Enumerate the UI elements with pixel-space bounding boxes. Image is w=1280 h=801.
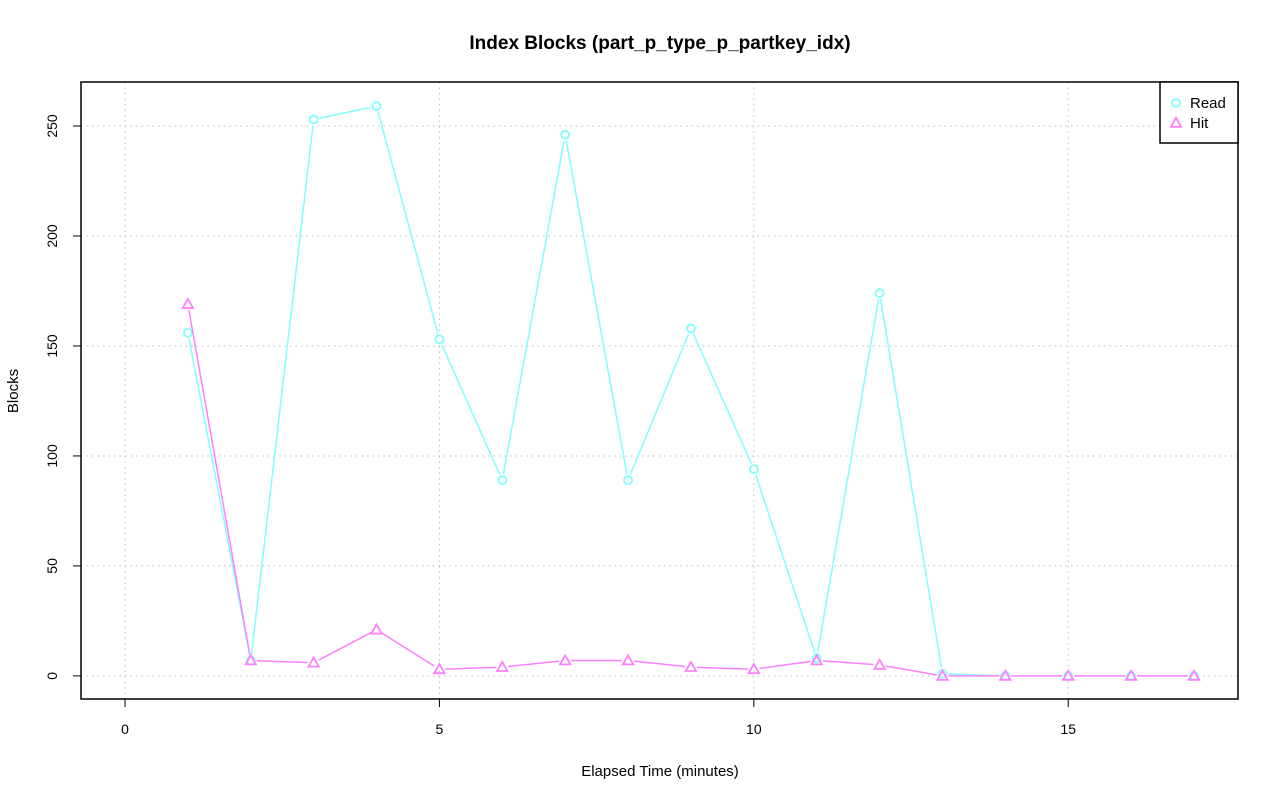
series-read-point — [686, 323, 696, 334]
series-hit-point — [1061, 668, 1075, 681]
series-read-segment — [188, 338, 251, 655]
y-axis-label: Blocks — [5, 369, 22, 413]
legend: Read Hit — [1159, 81, 1239, 144]
series-hit-point — [495, 660, 510, 672]
legend-marker-hit — [1169, 115, 1183, 128]
series-hit-point — [684, 660, 698, 672]
series-hit-segment — [381, 632, 435, 667]
x-axis-label: Elapsed Time (minutes) — [581, 763, 739, 780]
series-read-segment — [502, 140, 565, 475]
series-hit-point — [747, 662, 761, 675]
series-read-point — [434, 334, 445, 345]
series-hit-point — [306, 655, 321, 668]
series-hit — [181, 297, 1201, 681]
series-hit-segment — [696, 666, 748, 670]
x-tick-label: 5 — [436, 721, 444, 737]
legend-label-read: Read — [1190, 95, 1226, 112]
series-hit-point — [935, 668, 950, 681]
legend-marker-read — [1171, 98, 1181, 108]
series-read-segment — [755, 474, 816, 653]
series-hit-segment — [188, 309, 251, 655]
series-read-segment — [816, 298, 880, 653]
x-tick-label: 10 — [746, 721, 762, 737]
series-read-segment — [879, 298, 943, 668]
series-read-segment — [377, 111, 439, 334]
series-read-point — [497, 475, 508, 486]
series-read-point — [874, 288, 885, 299]
series-read-point — [560, 129, 571, 140]
series-read-segment — [692, 333, 753, 464]
series-hit-point — [432, 662, 447, 675]
series-hit-point — [998, 668, 1013, 681]
series-read-point — [371, 101, 382, 112]
y-tick-label: 150 — [44, 334, 60, 358]
series-hit-segment — [885, 665, 937, 676]
legend-box — [1159, 81, 1239, 144]
series-hit-point — [621, 653, 635, 666]
series-hit-segment — [318, 631, 372, 661]
series-hit-segment — [633, 660, 686, 668]
series-hit-segment — [445, 666, 497, 670]
series-read-segment — [319, 106, 371, 119]
series-hit-segment — [508, 660, 560, 668]
series-hit-point — [1124, 668, 1138, 681]
series-layer — [181, 101, 1201, 681]
chart-title: Index Blocks (part_p_type_p_partkey_idx) — [469, 33, 850, 54]
series-read-segment — [629, 333, 690, 475]
series-read-point — [308, 114, 319, 125]
grid — [81, 82, 1238, 699]
plot-frame — [80, 81, 1239, 700]
y-tick-label: 250 — [44, 114, 60, 138]
series-read-point — [623, 475, 633, 486]
series-read-point — [182, 327, 193, 338]
series-read-segment — [250, 125, 314, 655]
series-hit-segment — [759, 660, 811, 670]
series-hit-point — [181, 297, 195, 309]
legend-label-hit: Hit — [1190, 115, 1209, 132]
y-tick-label: 0 — [44, 672, 60, 680]
series-hit-point — [369, 622, 384, 635]
series-hit-point — [1187, 668, 1201, 681]
series-hit-point — [558, 653, 572, 666]
series-read — [182, 101, 1199, 681]
y-tick-label: 200 — [44, 224, 60, 248]
series-read-point — [748, 464, 759, 475]
series-hit-segment — [256, 659, 308, 664]
series-hit-point — [244, 653, 258, 666]
x-tick-label: 15 — [1060, 721, 1076, 737]
y-tick-label: 50 — [44, 558, 60, 574]
x-tick-label: 0 — [121, 721, 129, 737]
series-hit-point — [809, 653, 824, 666]
series-hit-point — [872, 657, 887, 670]
series-read-segment — [441, 344, 501, 475]
series-read-segment — [565, 140, 628, 475]
y-tick-label: 100 — [44, 444, 60, 468]
series-hit-segment — [822, 660, 874, 666]
